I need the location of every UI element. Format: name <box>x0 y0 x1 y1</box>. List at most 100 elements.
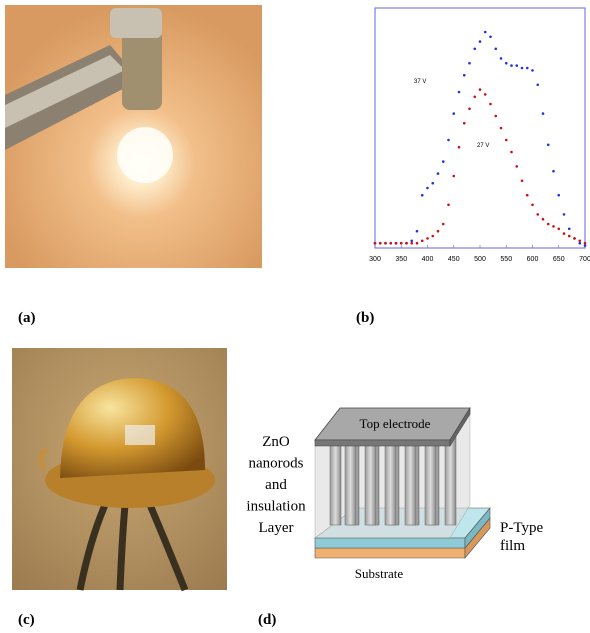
point <box>552 225 555 228</box>
point <box>399 241 403 245</box>
zno-label: ZnO <box>262 434 290 450</box>
point <box>536 83 540 87</box>
point <box>557 227 561 231</box>
point <box>447 138 450 142</box>
point <box>473 95 477 99</box>
point <box>489 102 492 106</box>
panel-label: (d) <box>258 612 276 628</box>
point <box>394 241 398 245</box>
point <box>478 88 482 91</box>
point <box>562 213 566 216</box>
zno-label: and <box>265 477 287 493</box>
point <box>384 241 387 245</box>
point <box>515 165 519 168</box>
point <box>483 30 487 34</box>
point <box>520 66 524 70</box>
point <box>536 213 540 216</box>
point <box>578 239 582 243</box>
point <box>378 241 382 245</box>
point <box>373 241 377 245</box>
point <box>552 169 555 173</box>
point <box>452 112 456 115</box>
point <box>415 229 419 233</box>
point <box>541 112 545 115</box>
point <box>573 237 576 240</box>
point <box>567 227 571 231</box>
point <box>483 93 487 96</box>
point <box>525 193 529 197</box>
point <box>546 143 550 147</box>
point <box>504 138 508 142</box>
point <box>499 126 503 130</box>
substrate-label: Substrate <box>355 566 404 581</box>
ptype-label: P-Type <box>500 520 543 536</box>
x-tick-label: 550 <box>500 256 512 263</box>
point <box>504 61 508 65</box>
point <box>405 241 408 245</box>
point <box>389 241 393 245</box>
panel-label: (b) <box>356 310 374 326</box>
point <box>436 172 440 175</box>
point <box>462 73 466 77</box>
point <box>499 57 503 60</box>
point <box>468 107 471 111</box>
point <box>583 244 587 247</box>
point <box>462 121 466 125</box>
nanorod <box>329 439 342 526</box>
panel-label: (c) <box>18 612 35 628</box>
point <box>457 145 461 149</box>
ptype-label: film <box>500 538 525 554</box>
point <box>436 229 440 233</box>
photo-a <box>5 5 262 268</box>
x-tick-label: 400 <box>422 256 434 263</box>
point <box>473 47 477 51</box>
point <box>489 35 492 39</box>
point <box>567 234 571 238</box>
point <box>457 90 461 94</box>
point <box>494 47 498 51</box>
device-diagram: Top electrode Substrate <box>314 406 491 581</box>
x-tick-label: 350 <box>395 256 407 263</box>
x-tick-label: 450 <box>448 256 460 263</box>
x-tick-label: 300 <box>369 256 381 263</box>
point <box>420 193 424 197</box>
point <box>557 193 561 197</box>
point <box>541 217 545 221</box>
point <box>441 160 445 163</box>
zno-label: insulation <box>246 499 306 515</box>
point <box>531 69 534 72</box>
point <box>420 239 424 243</box>
x-tick-label: 600 <box>527 256 539 263</box>
panel-label: (a) <box>18 310 36 326</box>
x-tick-label: 650 <box>553 256 565 263</box>
point <box>583 241 587 245</box>
point <box>510 64 513 67</box>
zno-label: Layer <box>259 520 294 536</box>
point <box>431 234 435 238</box>
point <box>515 64 519 67</box>
point <box>452 174 456 178</box>
point <box>478 40 482 43</box>
point <box>520 179 524 183</box>
top-electrode-label: Top electrode <box>360 416 431 431</box>
point <box>562 232 566 235</box>
chart: 300 350 400 450 500 550 600 650 700 37 V 27 V <box>369 7 590 263</box>
point <box>525 66 529 70</box>
point <box>578 241 582 245</box>
point <box>510 150 513 154</box>
point <box>410 241 414 245</box>
point <box>468 61 471 65</box>
point <box>441 222 445 226</box>
point <box>447 203 450 207</box>
zno-label: nanorods <box>249 456 304 472</box>
photo-c <box>12 348 227 592</box>
plot-frame <box>374 7 586 249</box>
x-tick-label: 700 <box>579 256 590 263</box>
point <box>494 114 498 118</box>
point <box>431 181 435 185</box>
x-tick-label: 500 <box>474 256 486 263</box>
point <box>426 237 429 240</box>
point <box>410 239 414 243</box>
series-label: 27 V <box>477 143 489 149</box>
